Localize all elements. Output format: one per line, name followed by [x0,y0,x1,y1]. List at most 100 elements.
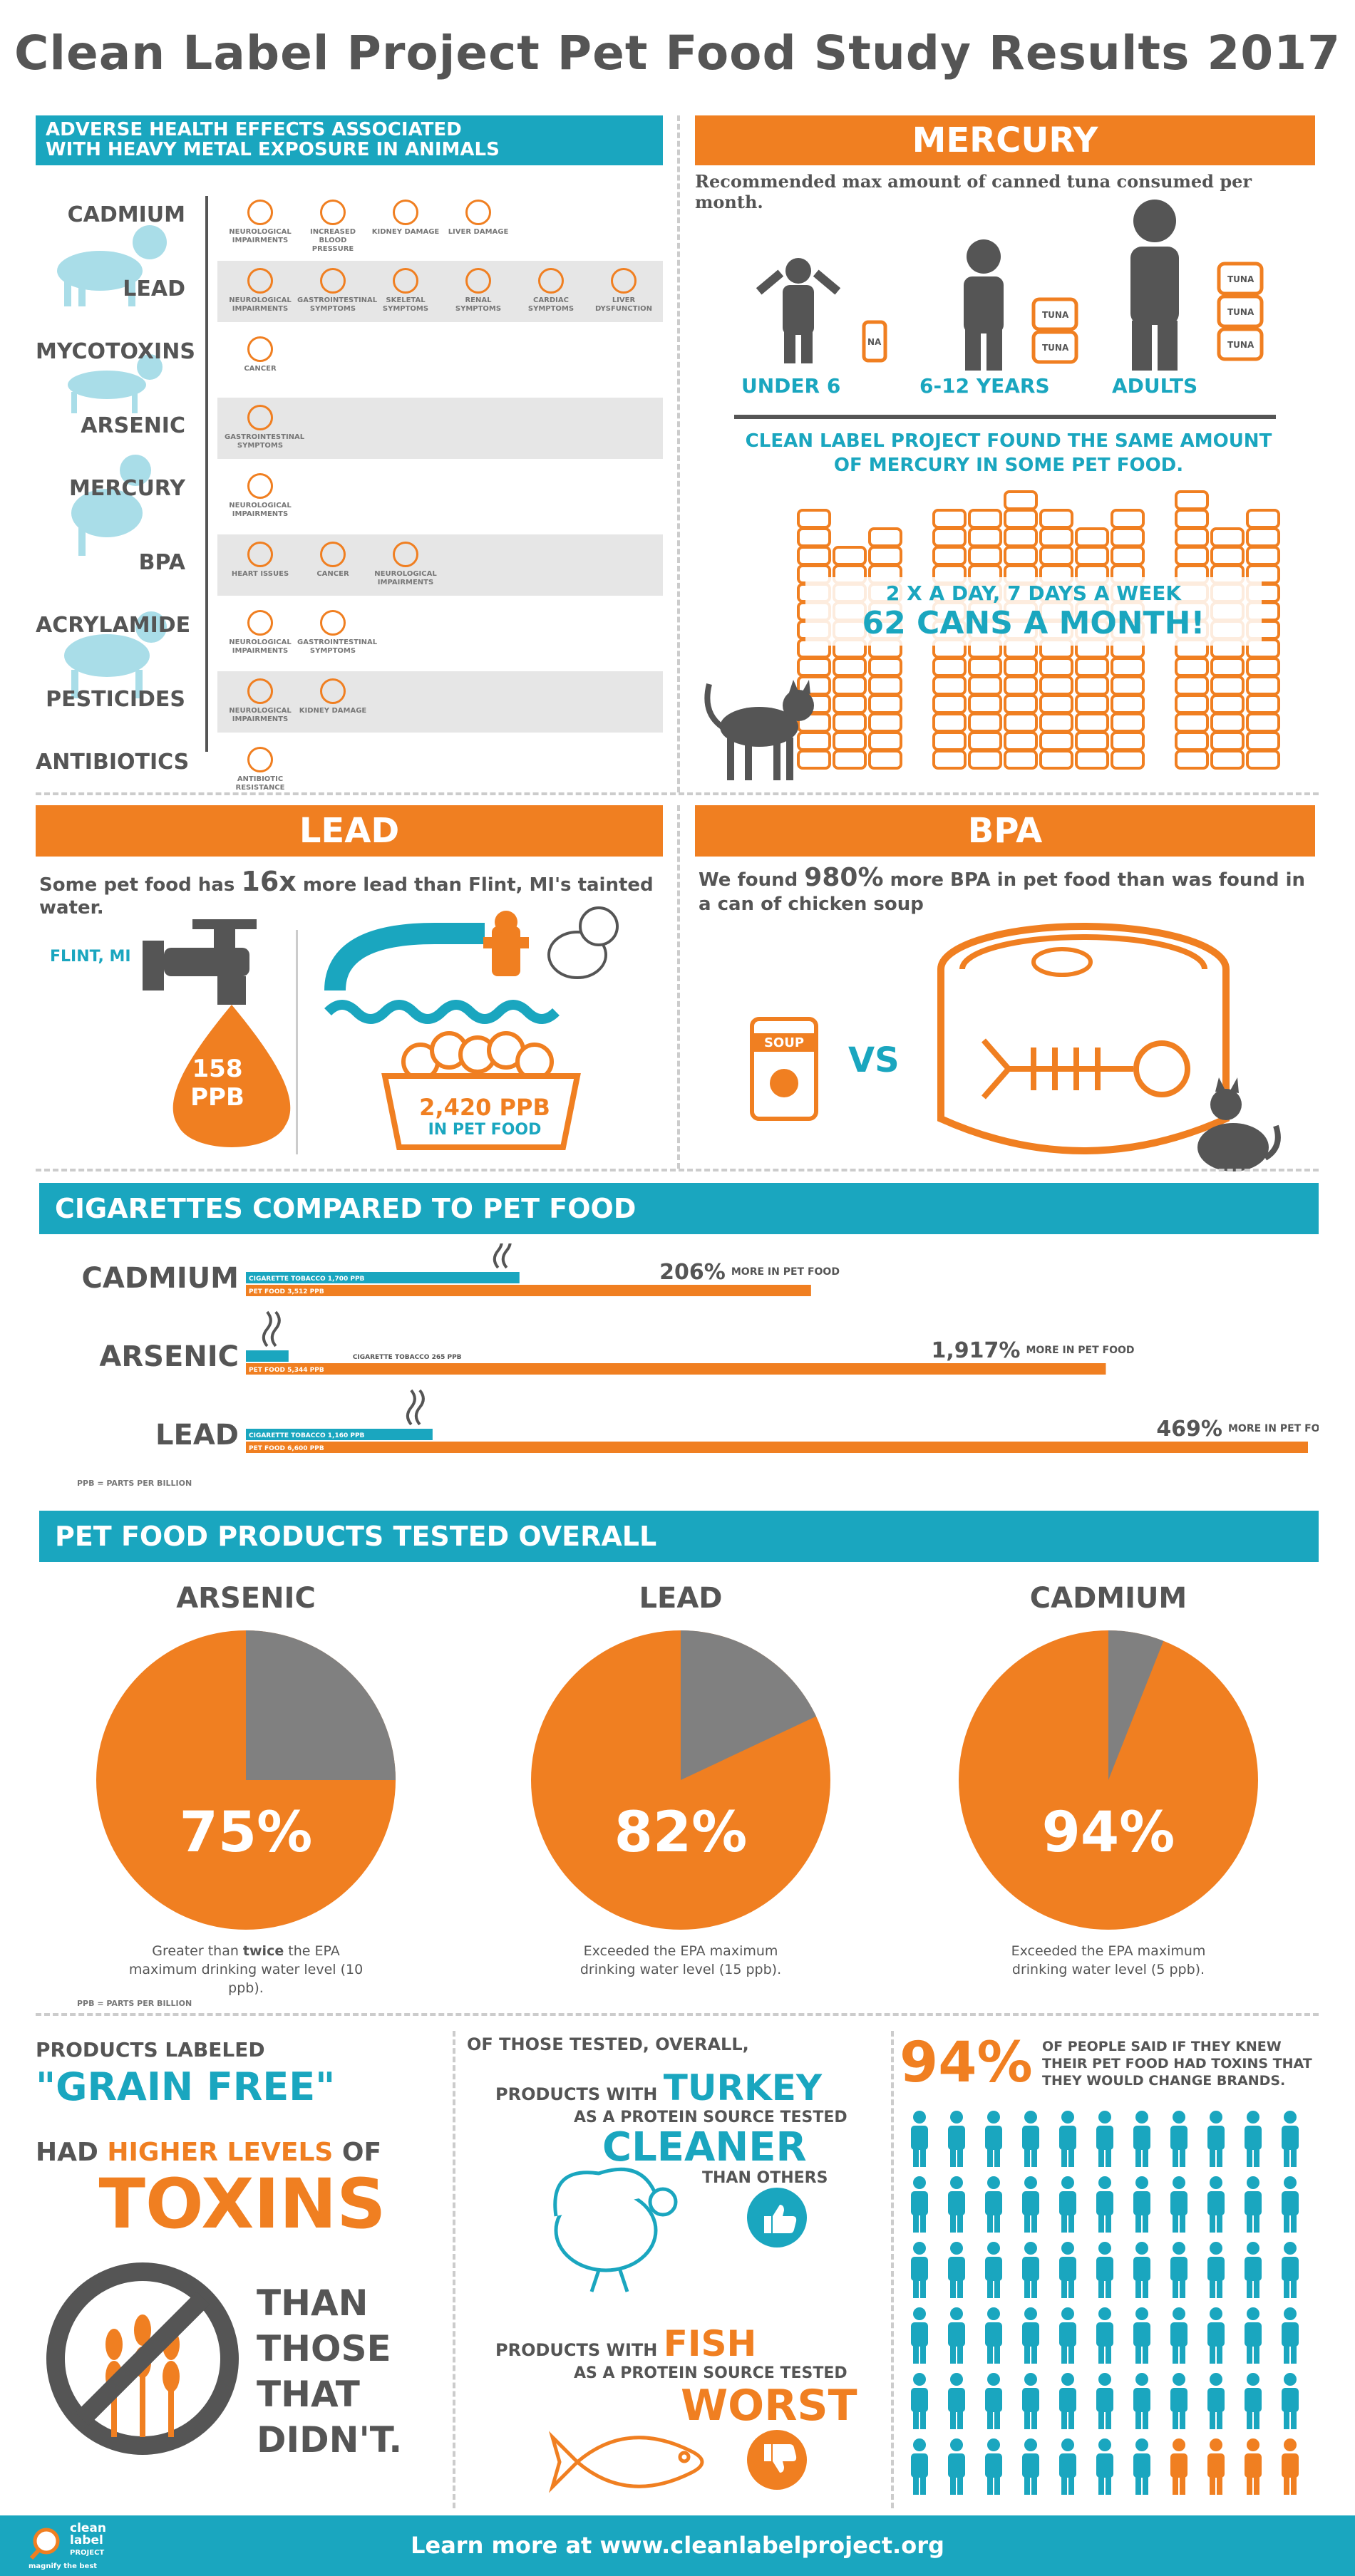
can-icon [868,713,902,733]
person-icon [1245,2242,1262,2298]
can-icon [1175,731,1209,751]
can-icon [1111,546,1145,566]
section-separator-2 [36,1169,1319,1171]
adverse-effect: NEUROLOGICAL IMPAIRMENTS [225,268,296,314]
thumbs-up-icon[interactable] [747,2188,807,2247]
effect-icon [393,542,418,567]
can-icon [1210,694,1245,714]
effect-label: SKELETAL SYMPTOMS [382,296,429,313]
effect-icon [247,542,273,567]
section-separator [36,792,1319,795]
pie-label: 75% [180,1801,313,1865]
can-icon [868,750,902,770]
can-icon [1246,546,1280,566]
grain-line5: THAN [257,2282,369,2324]
can-icon [1004,657,1038,677]
fish-line: PRODUCTS WITH FISH [467,2323,895,2364]
mercury-people-graphic: NA TUNA TUNA TUNA TUNA TUNA [756,200,1264,371]
can-icon [932,676,967,695]
can-icon [1039,750,1073,770]
can-icon [797,527,831,547]
no-grain-icon [46,2262,239,2455]
person-icon [1207,2438,1225,2495]
adverse-effect: INCREASED BLOOD PRESSURE [297,200,369,254]
can-icon [1039,676,1073,695]
effect-icon [538,268,564,294]
adverse-metal-label: ANTIBIOTICS [36,750,190,775]
thumbs-down-icon[interactable] [747,2430,807,2490]
pie-caption: Greater than twice the EPA maximum drink… [82,1942,410,1997]
cig-annotation-pct: 469% [1156,1417,1222,1442]
can-icon [968,527,1002,547]
bpa-text-a: We found [699,869,805,891]
pie-title: CADMIUM [1029,1582,1187,1615]
footer-logo[interactable]: clean label PROJECT magnify the best [29,2520,128,2572]
cig-bar-label: CIGARETTE TOBACCO 1,160 PPB [249,1432,365,1439]
effect-label: NEUROLOGICAL IMPAIRMENTS [229,502,292,518]
effect-label: GASTROINTESTINAL SYMPTOMS [297,638,378,655]
grain-line3c: OF [333,2138,382,2167]
can-icon [833,546,867,566]
protein-intro: OF THOSE TESTED, OVERALL, [467,2034,749,2054]
adult-icon [1130,200,1179,371]
person-icon [948,2111,965,2167]
fish-icon [549,2431,704,2493]
person-icon [1022,2176,1039,2233]
mercury-divider [734,415,1276,419]
effect-icon [320,200,346,225]
can-icon [1210,527,1245,547]
pie-caption-a: Exceeded the EPA maximum drinking water … [1011,1943,1206,1977]
pie-slice-other [246,1630,396,1780]
pie-caption-a: Greater than [152,1943,243,1959]
pet-tested-footnote: PPB = PARTS PER BILLION [77,1999,192,2008]
person-icon [985,2307,1002,2364]
can-icon [1004,731,1038,751]
flint-value-unit: PPB [190,1083,244,1112]
can-icon [1004,694,1038,714]
effect-label: CARDIAC SYMPTOMS [527,296,575,313]
cig-category-label: ARSENIC [99,1340,239,1373]
mercury-found-text: CLEAN LABEL PROJECT FOUND THE SAME AMOUN… [695,429,1322,477]
can-icon [932,657,967,677]
can-icon [1004,527,1038,547]
footer-bar [0,2515,1355,2576]
effect-label: NEUROLOGICAL IMPAIRMENTS [229,638,292,655]
cig-bar-petfood [246,1363,1106,1375]
grain-line1: PRODUCTS LABELED [36,2038,265,2062]
can-icon [932,750,967,770]
tuna-label: TUNA [1227,274,1254,284]
faucet-drop-graphic [143,919,291,1147]
pet-food-value-number: 2,420 PPB [419,1094,550,1121]
adverse-effect: ANTIBIOTIC RESISTANCE [225,747,296,792]
person-icon [1059,2307,1076,2364]
person-icon [1096,2242,1113,2298]
can-icon [932,731,967,751]
person-icon [1133,2242,1150,2298]
person-icon [1022,2111,1039,2167]
cigarettes-chart: CADMIUM CIGARETTE TOBACCO 1,700 PPB PET FO… [82,1243,1319,1453]
pie-slice-other [1108,1630,1164,1780]
effect-icon [247,610,273,636]
can-icon [1210,731,1245,751]
person-icon [1245,2438,1262,2495]
flint-value: 158 PPB [153,1055,282,1112]
can-icon [797,546,831,566]
mercury-group-adults: ADULTS [1112,374,1198,398]
person-icon [1245,2111,1262,2167]
effect-label: GASTROINTESTINAL SYMPTOMS [297,296,378,313]
can-icon [1210,676,1245,695]
footer-link[interactable]: Learn more at www.cleanlabelproject.org [411,2532,944,2559]
person-icon [1022,2242,1039,2298]
top-separator [677,115,680,792]
effect-icon [320,268,346,294]
pie-caption: Exceeded the EPA maximum drinking water … [517,1942,845,1979]
cig-annotation-pct: 1,917% [931,1338,1020,1363]
can-icon [932,694,967,714]
can-icon [1004,713,1038,733]
can-icon [968,713,1002,733]
adverse-row: BPA HEART ISSUES CANCER NEUROLOGICAL IMPAIR… [36,534,663,596]
adverse-effect: NEUROLOGICAL IMPAIRMENTS [370,542,441,587]
effect-icon [393,268,418,294]
person-icon [1245,2307,1262,2364]
can-icon [1246,657,1280,677]
